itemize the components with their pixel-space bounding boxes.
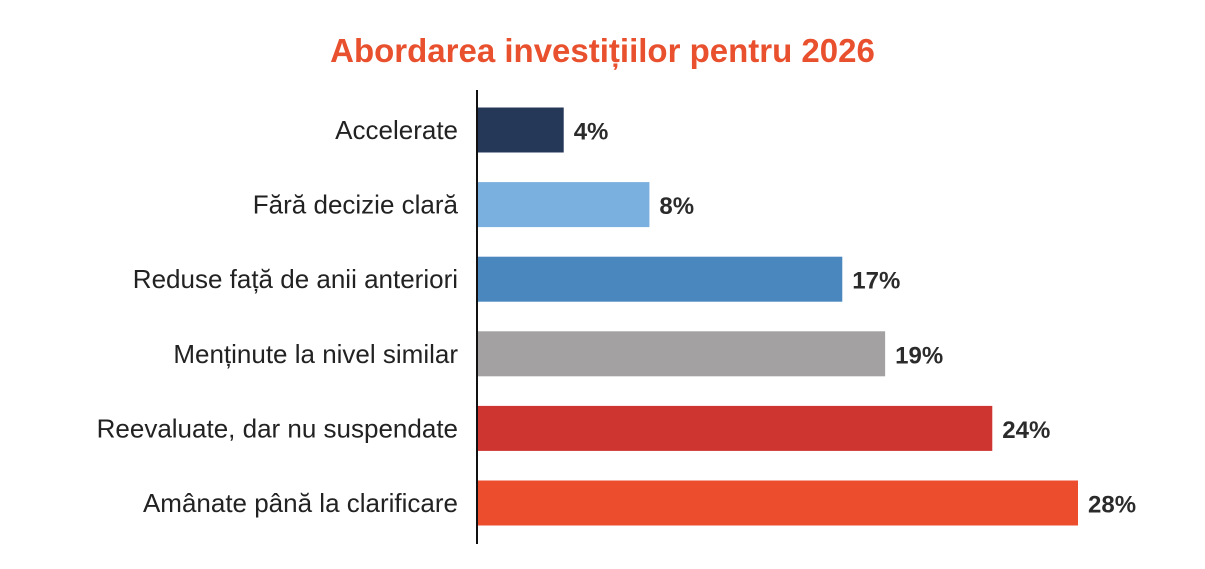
category-labels-group: Accelerate Fără decizie clară Reduse față … [97, 115, 459, 518]
value-label-amanate-pana-la-clarificare: 28% [1088, 492, 1136, 519]
bar-fara-decizie-clara [478, 182, 650, 228]
value-labels-group: 4% 8% 17% 19% 24% 28% [574, 119, 1136, 519]
chart-title: Abordarea investițiilor pentru 2026 [330, 32, 875, 69]
bar-amanate-pana-la-clarificare [478, 480, 1078, 526]
category-label-reevaluate-dar-nu-suspendate: Reevaluate, dar nu suspendate [97, 413, 458, 443]
category-label-amanate-pana-la-clarificare: Amânate până la clarificare [143, 488, 458, 518]
category-label-fara-decizie-clara: Fără decizie clară [253, 190, 459, 220]
bar-reevaluate-dar-nu-suspendate [478, 405, 993, 451]
value-label-fara-decizie-clara: 8% [659, 193, 694, 220]
bar-accelerate [478, 107, 564, 153]
value-label-mentinute-la-nivel-similar: 19% [895, 342, 943, 369]
value-label-accelerate: 4% [574, 119, 609, 146]
category-label-mentinute-la-nivel-similar: Menținute la nivel similar [173, 339, 458, 369]
bar-mentinute-la-nivel-similar [478, 331, 886, 377]
value-label-reevaluate-dar-nu-suspendate: 24% [1002, 417, 1050, 444]
value-label-reduse-fata-de-anii-anteriori: 17% [852, 268, 900, 295]
bars-group [478, 107, 1078, 526]
bar-reduse-fata-de-anii-anteriori [478, 256, 843, 302]
category-label-accelerate: Accelerate [335, 115, 458, 145]
category-label-reduse-fata-de-anii-anteriori: Reduse față de anii anteriori [133, 264, 458, 294]
